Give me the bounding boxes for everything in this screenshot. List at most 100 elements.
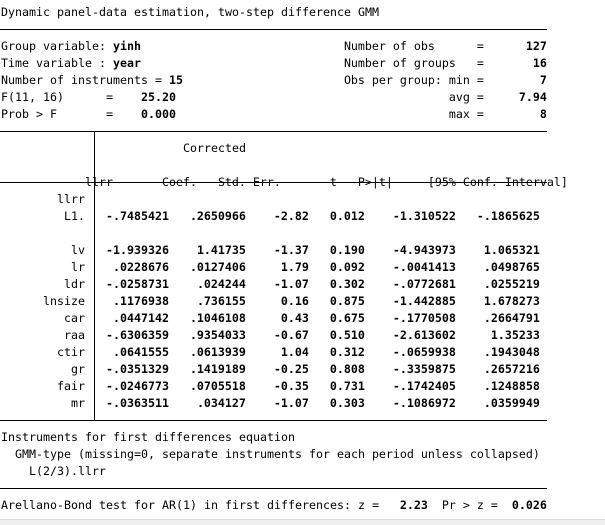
p-value: 0.303 [329,396,365,410]
stat-value: 25.20 [140,90,176,104]
t-value: 1.04 [280,345,309,359]
ci-high: .1248858 [483,379,540,393]
stat-value: 16 [532,56,547,70]
t-value: 0.43 [280,311,309,325]
header-left-stat: Number of instruments = 15 [1,72,183,89]
se-value: .0705518 [189,379,246,393]
ci-low: -.1742405 [392,379,456,393]
var-name: car [63,311,85,325]
p-value: 0.092 [329,260,365,274]
ci-low: -.3359875 [392,362,456,376]
header-right-stat: Number of groups = 16 [1,55,547,72]
table-row: L1. -.7485421 .2650966 -2.82 0.012 -1.310522 -… [1,208,540,225]
se-value: .9354033 [189,328,246,342]
se-value: .0127406 [189,260,246,274]
p-value: 0.875 [329,294,365,308]
p-value: 0.808 [329,362,365,376]
se-value: 1.41735 [196,243,246,257]
stat-label: Number of instruments = [1,73,169,87]
stat-label: max = [448,107,484,121]
coef-value: -.0246773 [105,379,169,393]
stat-label: Obs per group: min = [343,73,484,87]
ci-high: -.1865625 [476,209,540,223]
var-name: fair [56,379,85,393]
ci-high: .2664791 [483,311,540,325]
stat-value: 7.94 [518,90,547,104]
ar1-label: Arellano-Bond test for AR(1) in first di… [1,498,386,512]
se-value: .736155 [196,294,246,308]
ar1-p-label: Pr > z = [441,498,505,512]
header-right-stat: Obs per group: min = 7 [1,72,547,89]
se-value: .0613939 [189,345,246,359]
t-value: -1.07 [273,277,309,291]
table-row: mr -.0363511 .034127 -1.07 0.303 -.1086972 .03… [1,395,540,412]
stat-value: yinh [112,39,141,53]
coef-value: -.0351329 [105,362,169,376]
p-value: 0.012 [329,209,365,223]
var-name: lr [70,260,85,274]
t-value: 1.79 [280,260,309,274]
header-right-stat: Number of obs = 127 [1,38,547,55]
ar1-z: 2.23 [399,498,428,512]
ar1-p: 0.026 [511,498,547,512]
table-row: lv -1.939326 1.41735 -1.37 0.190 -4.943973 1.0… [1,242,540,259]
p-value: 0.302 [329,277,365,291]
header-left-stat: Prob > F = 0.000 [1,106,176,123]
stat-value: 0.000 [140,107,176,121]
divider [0,29,547,30]
ci-low: -.0041413 [392,260,456,274]
coef-value: .0228676 [112,260,169,274]
t-value: 0.16 [280,294,309,308]
stat-label: F(11, 16) = [1,90,113,104]
table-vertical-divider [94,131,95,421]
t-value: -2.82 [273,209,309,223]
var-name: ldr [63,277,85,291]
instruments-heading: Instruments for first differences equati… [1,430,295,444]
table-header: llrr Coef. Std. Err. t P>|t| [95% Conf. Inter… [1,157,568,189]
ci-high: .0359949 [483,396,540,410]
table-row: car .0447142 .1046108 0.43 0.675 -.1770508 .26… [1,310,540,327]
t-value: -1.07 [273,396,309,410]
coef-value: .1176938 [112,294,169,308]
ci-low: -.0659938 [392,345,456,359]
se-value: .034127 [196,396,246,410]
t-value: -0.67 [273,328,309,342]
ar1-test: Arellano-Bond test for AR(1) in first di… [1,497,547,514]
t-value: -1.37 [273,243,309,257]
divider [0,488,547,489]
stat-value: 7 [539,73,547,87]
ci-low: -.0772681 [392,277,456,291]
stat-value: 8 [539,107,547,121]
se-value: .2650966 [189,209,246,223]
t-value: -0.35 [273,379,309,393]
estimation-title: Dynamic panel-data estimation, two-step … [1,5,379,19]
coef-value: -.6306359 [105,328,169,342]
coef-value: -1.939326 [105,243,169,257]
stat-label: Number of groups = [343,56,484,70]
stat-value: year [112,56,141,70]
instruments-lags: L(2/3).llrr [1,464,106,478]
instruments-gmm-type: GMM-type (missing=0, separate instrument… [1,447,540,461]
t-value: -0.25 [273,362,309,376]
var-name: lv [70,243,85,257]
table-header-top: Corrected [1,140,246,157]
ci-high: 1.35233 [490,328,540,342]
coef-value: -.0258731 [105,277,169,291]
stat-value: 127 [525,39,547,53]
se-value: .1046108 [189,311,246,325]
p-value: 0.190 [329,243,365,257]
var-name: lnsize [42,294,85,308]
header-right-stat: max = 8 [1,106,547,123]
var-name: mr [70,396,85,410]
ci-low: -2.613602 [392,328,456,342]
var-name: gr [70,362,85,376]
table-row: lr .0228676 .0127406 1.79 0.092 -.0041413 .049… [1,259,540,276]
stat-label: Prob > F = [1,107,113,121]
header-corrected: Corrected [182,141,246,155]
divider [0,131,547,132]
ci-high: .0498765 [483,260,540,274]
ci-low: -.1086972 [392,396,456,410]
p-value: 0.312 [329,345,365,359]
var-name: L1. [63,209,85,223]
horizontal-scrollbar[interactable] [0,519,605,525]
